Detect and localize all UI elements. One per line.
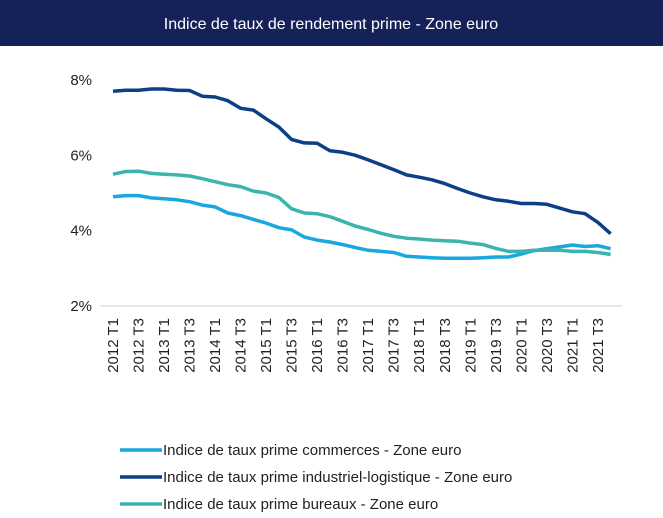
title-bar — [0, 0, 663, 46]
y-tick-label: 6% — [70, 147, 92, 164]
x-tick-label: 2018 T1 — [411, 318, 428, 373]
x-tick-label: 2020 T3 — [539, 318, 556, 373]
chart-title: Indice de taux de rendement prime - Zone… — [164, 16, 499, 33]
legend-label: Indice de taux prime industriel-logistiq… — [163, 469, 512, 486]
x-tick-label: 2021 T1 — [564, 318, 581, 373]
x-tick-label: 2016 T1 — [309, 318, 326, 373]
x-tick-label: 2018 T3 — [437, 318, 454, 373]
y-tick-label: 8% — [70, 72, 92, 89]
x-tick-label: 2019 T3 — [488, 318, 505, 373]
x-tick-label: 2014 T1 — [207, 318, 224, 373]
x-tick-label: 2020 T1 — [513, 318, 530, 373]
x-tick-label: 2016 T3 — [335, 318, 352, 373]
x-tick-label: 2013 T3 — [182, 318, 199, 373]
x-tick-label: 2015 T3 — [284, 318, 301, 373]
x-tick-label: 2012 T3 — [131, 318, 148, 373]
legend-label: Indice de taux prime bureaux - Zone euro — [163, 496, 438, 513]
x-tick-label: 2019 T1 — [462, 318, 479, 373]
legend-label: Indice de taux prime commerces - Zone eu… — [163, 442, 461, 459]
x-tick-label: 2012 T1 — [105, 318, 122, 373]
x-tick-label: 2021 T3 — [590, 318, 607, 373]
series-line — [112, 169, 611, 257]
x-tick-label: 2014 T3 — [233, 318, 250, 373]
x-tick-label: 2015 T1 — [258, 318, 275, 373]
x-tick-label: 2017 T1 — [360, 318, 377, 373]
x-tick-label: 2013 T1 — [156, 318, 173, 373]
y-tick-label: 2% — [70, 298, 92, 315]
series-line — [112, 87, 612, 236]
y-tick-label: 4% — [70, 223, 92, 240]
x-tick-label: 2017 T3 — [386, 318, 403, 373]
